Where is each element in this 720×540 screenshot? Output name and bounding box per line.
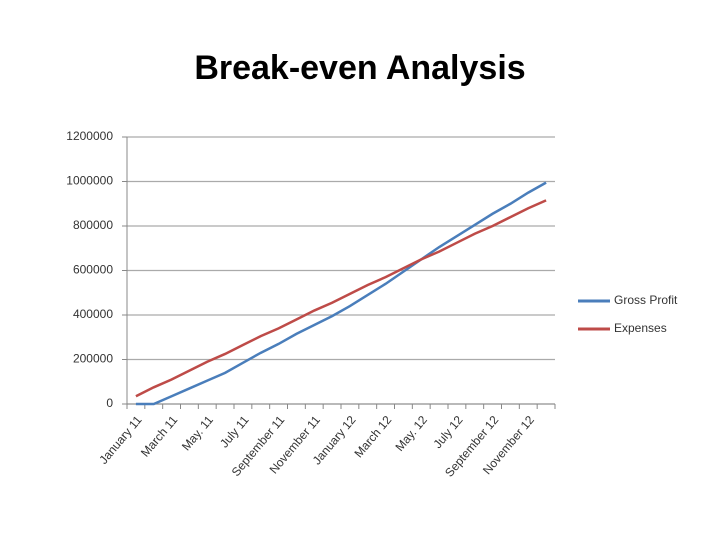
x-tick-label: March 11 bbox=[138, 413, 181, 460]
y-tick-label: 400000 bbox=[73, 307, 113, 321]
x-tick-label: March 12 bbox=[351, 413, 394, 461]
y-tick-label: 800000 bbox=[73, 218, 113, 232]
x-tick-label: May. 11 bbox=[179, 413, 216, 454]
series-line bbox=[135, 199, 547, 398]
chart-title: Break-even Analysis bbox=[194, 49, 525, 87]
y-tick-label: 1000000 bbox=[66, 174, 113, 188]
x-tick-label: July 11 bbox=[217, 413, 252, 451]
legend-label: Expenses bbox=[614, 321, 667, 335]
x-tick-label: July 12 bbox=[430, 413, 465, 451]
series-line bbox=[135, 181, 547, 406]
legend-label: Gross Profit bbox=[614, 293, 678, 307]
y-tick-label: 1200000 bbox=[66, 129, 113, 143]
y-tick-label: 600000 bbox=[73, 263, 113, 277]
y-tick-label: 0 bbox=[106, 396, 113, 410]
x-tick-label: May. 12 bbox=[392, 413, 430, 454]
y-tick-label: 200000 bbox=[73, 352, 113, 366]
x-tick-label: January 11 bbox=[96, 413, 145, 467]
